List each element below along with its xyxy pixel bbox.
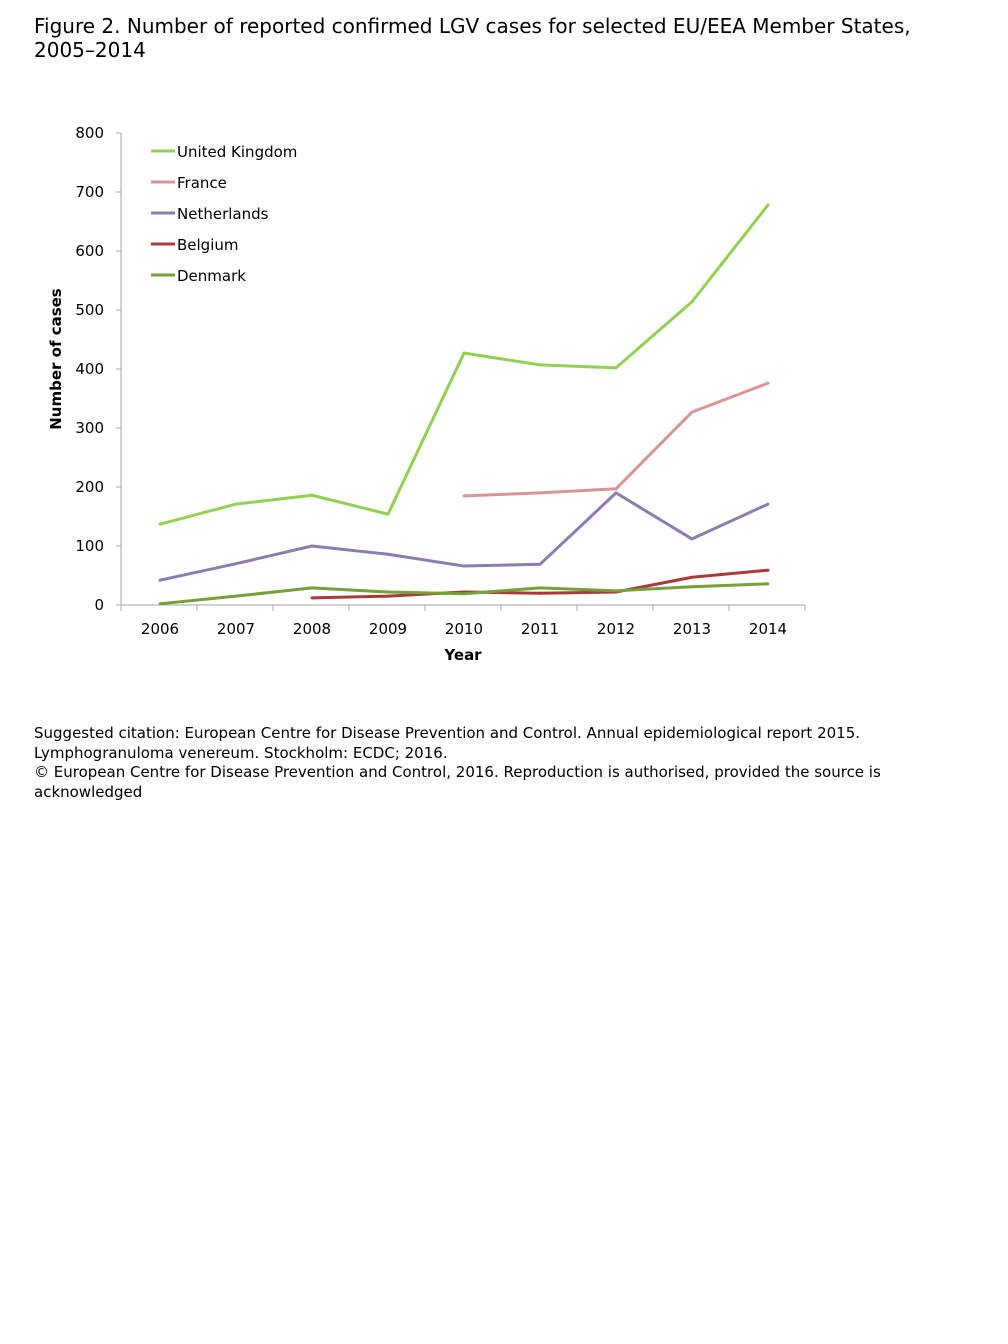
copyright-text: © European Centre for Disease Prevention… <box>34 763 881 801</box>
data-point <box>234 502 238 506</box>
legend-label: Belgium <box>177 236 239 254</box>
y-tick-label: 200 <box>75 478 104 496</box>
legend-label: Denmark <box>177 267 246 285</box>
y-tick-label: 500 <box>75 301 104 319</box>
data-point <box>690 537 694 541</box>
legend-label: Netherlands <box>177 205 269 223</box>
x-tick-label: 2006 <box>141 620 179 638</box>
y-axis-label: Number of cases <box>47 288 65 430</box>
data-point <box>690 575 694 579</box>
y-tick-label: 300 <box>75 419 104 437</box>
data-point <box>766 582 770 586</box>
series-line-france <box>463 381 769 498</box>
x-tick-label: 2009 <box>369 620 407 638</box>
line-chart: 0 100 200 300 400 500 600 700 800 2006 2007 2008 200… <box>47 124 806 664</box>
data-point <box>158 522 162 526</box>
data-point <box>538 562 542 566</box>
data-point <box>690 585 694 589</box>
figure-title: Figure 2. Number of reported confirmed L… <box>34 14 911 62</box>
data-point <box>538 363 542 367</box>
x-tick-label: 2010 <box>445 620 483 638</box>
data-point <box>386 594 390 598</box>
data-point <box>386 512 390 516</box>
data-point <box>234 594 238 598</box>
citation: Suggested citation: European Centre for … <box>34 724 974 802</box>
y-tick-label: 0 <box>94 596 104 614</box>
data-point <box>614 366 618 370</box>
data-point <box>310 586 314 590</box>
y-tick-label: 700 <box>75 183 104 201</box>
data-point <box>690 410 694 414</box>
y-tick-label: 400 <box>75 360 104 378</box>
legend-label: United Kingdom <box>177 143 297 161</box>
x-tick-label: 2014 <box>749 620 787 638</box>
data-point <box>462 494 466 498</box>
x-tick-label: 2012 <box>597 620 635 638</box>
data-point <box>462 592 466 596</box>
data-point <box>310 544 314 548</box>
data-point <box>386 552 390 556</box>
citation-text: Suggested citation: European Centre for … <box>34 724 861 762</box>
legend-label: France <box>177 174 227 192</box>
data-point <box>614 491 618 495</box>
y-tick-label: 600 <box>75 242 104 260</box>
data-point <box>462 564 466 568</box>
data-point <box>158 602 162 606</box>
data-point <box>386 590 390 594</box>
data-point <box>766 568 770 572</box>
x-tick-label: 2008 <box>293 620 331 638</box>
data-point <box>538 591 542 595</box>
data-point <box>538 586 542 590</box>
data-point <box>766 502 770 506</box>
data-point <box>462 351 466 355</box>
data-point <box>766 381 770 385</box>
data-point <box>158 578 162 582</box>
x-tick-label: 2013 <box>673 620 711 638</box>
data-point <box>614 487 618 491</box>
data-point <box>234 562 238 566</box>
data-point <box>310 493 314 497</box>
data-point <box>310 596 314 600</box>
series-line-united-kingdom <box>159 204 770 526</box>
x-tick-label: 2007 <box>217 620 255 638</box>
data-point <box>690 300 694 304</box>
data-point <box>766 203 770 207</box>
data-point <box>614 589 618 593</box>
x-axis-label: Year <box>443 646 482 664</box>
y-tick-label: 800 <box>75 124 104 142</box>
x-tick-label: 2011 <box>521 620 559 638</box>
y-tick-label: 100 <box>75 537 104 555</box>
data-point <box>538 491 542 495</box>
